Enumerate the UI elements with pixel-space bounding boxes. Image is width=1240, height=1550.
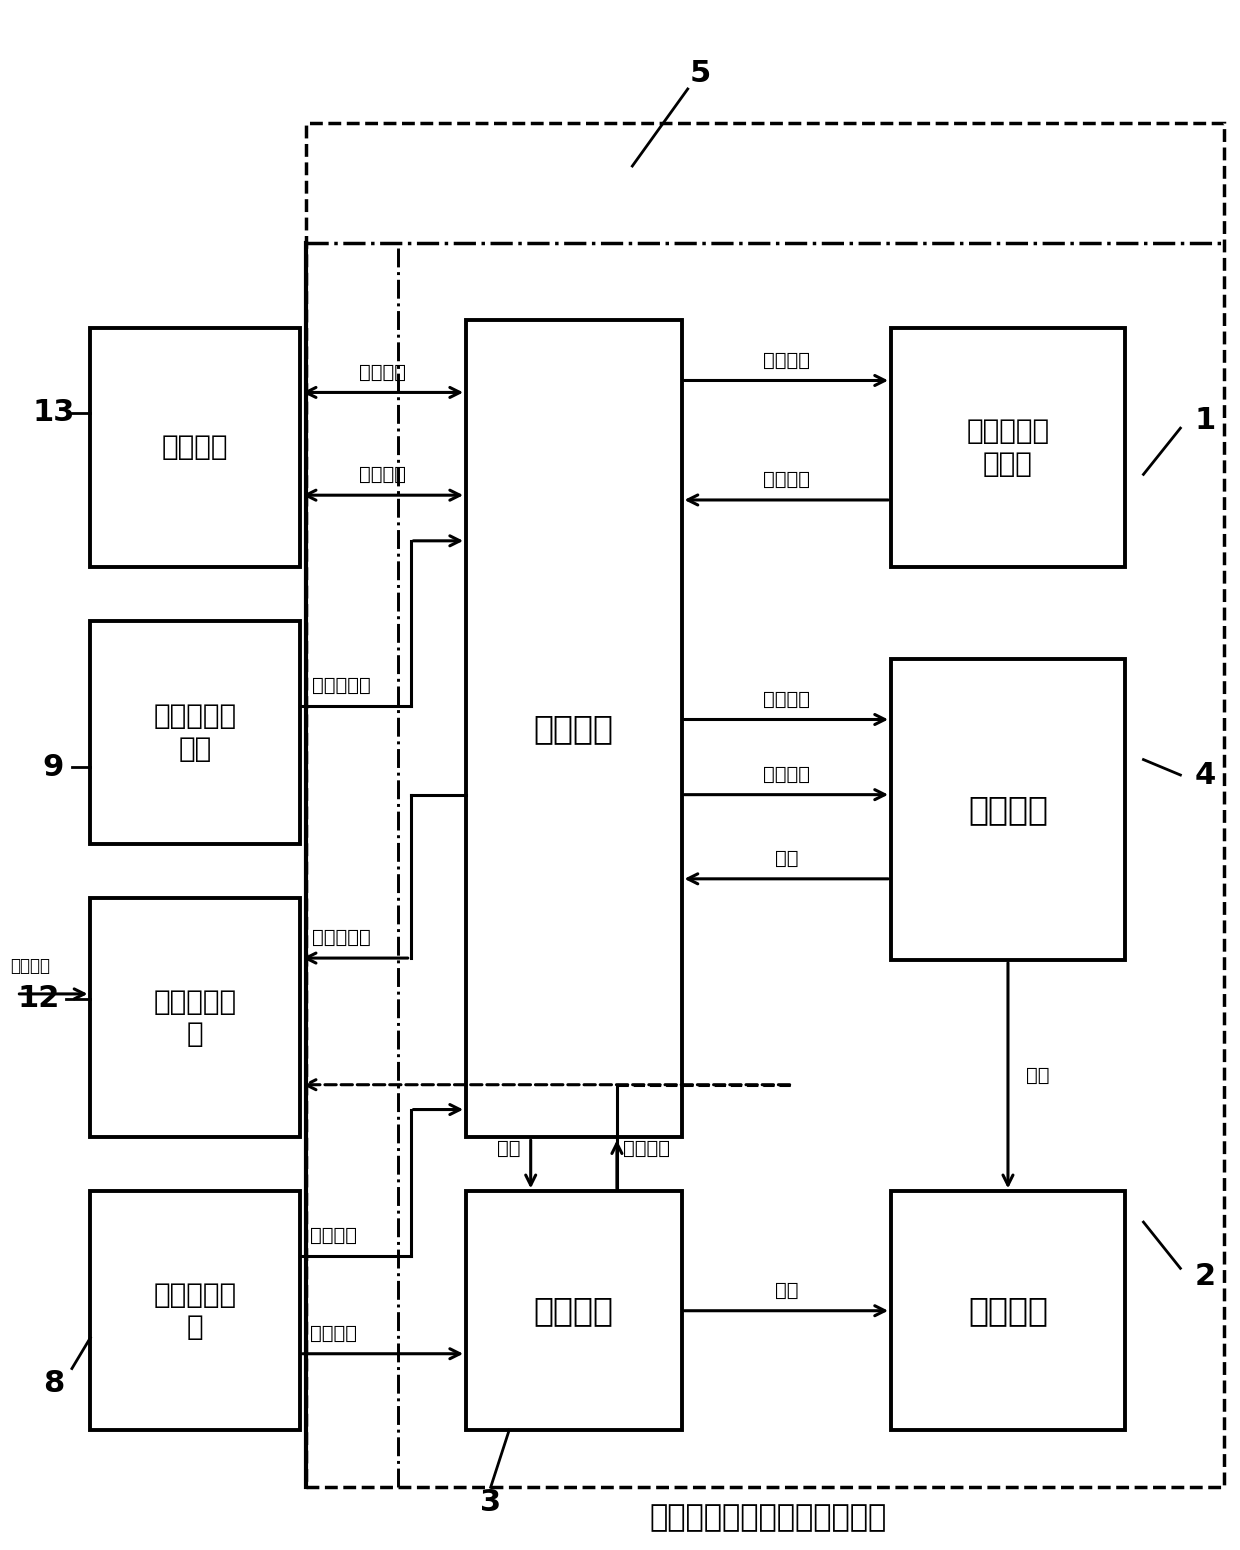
Text: 贮供单元: 贮供单元 bbox=[968, 794, 1048, 826]
Text: 遥测处理设
备: 遥测处理设 备 bbox=[154, 987, 237, 1048]
Text: 供气: 供气 bbox=[1027, 1066, 1050, 1085]
Text: 8: 8 bbox=[43, 1370, 64, 1398]
Text: 阀门控制: 阀门控制 bbox=[763, 690, 810, 708]
Bar bbox=[91, 1192, 300, 1431]
Text: 信号: 信号 bbox=[775, 849, 799, 868]
Bar bbox=[91, 329, 300, 567]
Text: 9: 9 bbox=[42, 753, 64, 781]
Text: 供电: 供电 bbox=[775, 1280, 799, 1300]
Bar bbox=[466, 321, 682, 1138]
Text: 电源单元: 电源单元 bbox=[533, 1294, 614, 1327]
Text: 一次母线供
电: 一次母线供 电 bbox=[154, 1280, 237, 1341]
Bar bbox=[892, 659, 1125, 959]
Text: 测检压电: 测检压电 bbox=[622, 1139, 670, 1158]
Text: 4: 4 bbox=[1194, 761, 1215, 789]
Text: 3: 3 bbox=[480, 1488, 501, 1517]
Bar bbox=[466, 1192, 682, 1431]
Text: 探头供电: 探头供电 bbox=[763, 350, 810, 370]
Text: 主份总线: 主份总线 bbox=[360, 363, 407, 381]
Text: 温度信号: 温度信号 bbox=[10, 958, 51, 975]
Text: 控制单元: 控制单元 bbox=[533, 713, 614, 746]
Text: 控制器遥测: 控制器遥测 bbox=[312, 928, 371, 947]
Text: 备份总线: 备份总线 bbox=[360, 465, 407, 485]
Text: 12: 12 bbox=[17, 984, 60, 1014]
Bar bbox=[892, 329, 1125, 567]
Bar bbox=[91, 622, 300, 845]
Bar bbox=[892, 1192, 1125, 1431]
Text: 13: 13 bbox=[32, 398, 74, 428]
Text: 控制供电: 控制供电 bbox=[310, 1226, 357, 1245]
Text: 1: 1 bbox=[1194, 406, 1215, 436]
Bar bbox=[306, 122, 1224, 1488]
Text: 空心阴极: 空心阴极 bbox=[968, 1294, 1048, 1327]
Text: 航天器结构电位主动控制系统: 航天器结构电位主动控制系统 bbox=[650, 1504, 887, 1533]
Text: 开关机信号: 开关机信号 bbox=[312, 676, 371, 694]
Text: 开关机控制
设备: 开关机控制 设备 bbox=[154, 702, 237, 763]
Text: 电位信号: 电位信号 bbox=[763, 470, 810, 490]
Text: 电源供电: 电源供电 bbox=[310, 1324, 357, 1342]
Text: 温度控制: 温度控制 bbox=[763, 764, 810, 784]
Text: 2: 2 bbox=[1194, 1262, 1215, 1291]
Text: 结构电位监
测探头: 结构电位监 测探头 bbox=[966, 417, 1049, 477]
Bar bbox=[91, 899, 300, 1138]
Text: 开关: 开关 bbox=[497, 1139, 521, 1158]
Text: 5: 5 bbox=[689, 59, 711, 88]
Text: 通讯总线: 通讯总线 bbox=[162, 434, 228, 462]
